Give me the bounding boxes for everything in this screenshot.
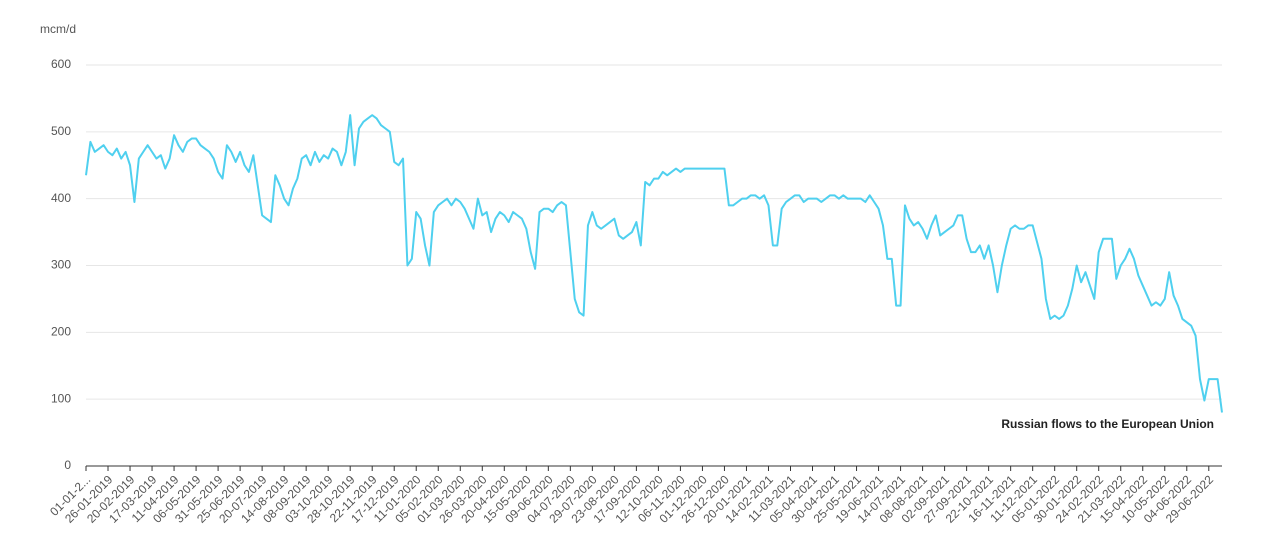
y-tick-label: 400 (51, 191, 71, 205)
y-tick-label: 600 (51, 57, 71, 71)
series-line (85, 114, 1223, 413)
y-tick-label: 0 (64, 458, 71, 472)
y-axis-label: mcm/d (40, 22, 76, 36)
y-tick-label: 500 (51, 124, 71, 138)
annotation: Russian flows to the European Union (1001, 417, 1214, 431)
y-tick-label: 100 (51, 391, 71, 405)
y-tick-label: 300 (51, 258, 71, 272)
y-tick-label: 200 (51, 325, 71, 339)
